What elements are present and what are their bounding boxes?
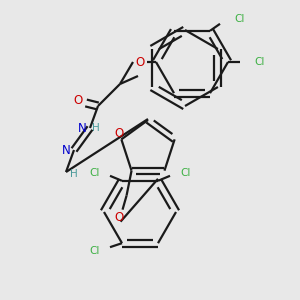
Text: Cl: Cl: [90, 168, 100, 178]
Text: Cl: Cl: [90, 246, 100, 256]
Text: O: O: [74, 94, 82, 107]
Text: H: H: [70, 169, 78, 179]
Text: O: O: [114, 211, 123, 224]
Text: N: N: [78, 122, 86, 134]
Text: O: O: [115, 127, 124, 140]
Text: H: H: [92, 123, 100, 133]
Text: Cl: Cl: [180, 168, 190, 178]
Text: Cl: Cl: [234, 14, 244, 24]
Text: N: N: [61, 143, 70, 157]
Text: Cl: Cl: [254, 57, 264, 67]
Text: O: O: [135, 56, 145, 68]
